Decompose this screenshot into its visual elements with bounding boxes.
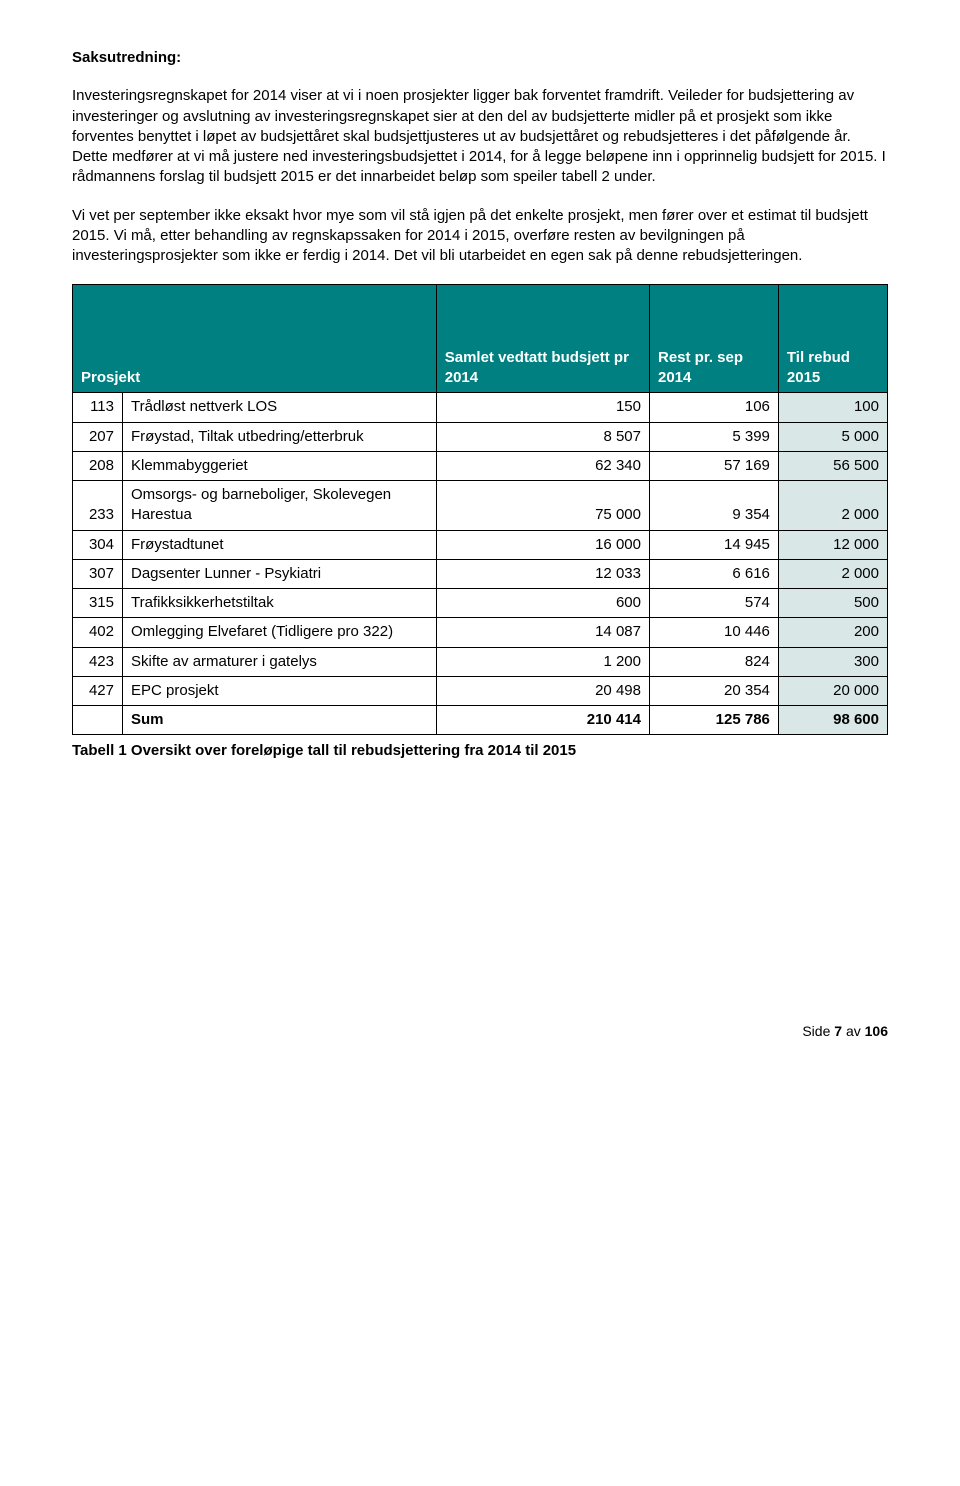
cell-v3: 12 000 (778, 530, 887, 559)
page-footer: Side 7 av 106 (72, 1022, 888, 1041)
paragraph-1: Investeringsregnskapet for 2014 viser at… (72, 86, 888, 187)
cell-id: 423 (73, 647, 123, 676)
footer-page: 7 (834, 1023, 842, 1039)
cell-v1: 8 507 (436, 422, 649, 451)
cell-sum-id (73, 706, 123, 735)
cell-id: 233 (73, 481, 123, 531)
cell-sum-label: Sum (123, 706, 437, 735)
table-row: 427EPC prosjekt20 49820 35420 000 (73, 676, 888, 705)
cell-v2: 574 (649, 589, 778, 618)
cell-name: EPC prosjekt (123, 676, 437, 705)
cell-v2: 6 616 (649, 559, 778, 588)
table-row: 307Dagsenter Lunner - Psykiatri12 0336 6… (73, 559, 888, 588)
cell-v1: 62 340 (436, 451, 649, 480)
cell-v2: 10 446 (649, 618, 778, 647)
cell-v3: 20 000 (778, 676, 887, 705)
cell-v3: 2 000 (778, 481, 887, 531)
cell-v1: 75 000 (436, 481, 649, 531)
cell-v2: 57 169 (649, 451, 778, 480)
table-row: 402Omlegging Elvefaret (Tidligere pro 32… (73, 618, 888, 647)
cell-name: Trafikksikkerhetstiltak (123, 589, 437, 618)
cell-v2: 824 (649, 647, 778, 676)
cell-id: 304 (73, 530, 123, 559)
cell-name: Frøystad, Tiltak utbedring/etterbruk (123, 422, 437, 451)
table-body: 113Trådløst nettverk LOS150106100207Frøy… (73, 393, 888, 735)
cell-sum-v2: 125 786 (649, 706, 778, 735)
cell-v1: 600 (436, 589, 649, 618)
cell-id: 307 (73, 559, 123, 588)
cell-sum-v1: 210 414 (436, 706, 649, 735)
cell-sum-v3: 98 600 (778, 706, 887, 735)
cell-v3: 100 (778, 393, 887, 422)
table-caption: Tabell 1 Oversikt over foreløpige tall t… (72, 741, 888, 761)
cell-v1: 16 000 (436, 530, 649, 559)
table-header-row: Prosjekt Samlet vedtatt budsjett pr 2014… (73, 285, 888, 393)
cell-v1: 1 200 (436, 647, 649, 676)
cell-id: 427 (73, 676, 123, 705)
cell-v3: 2 000 (778, 559, 887, 588)
col-header-rebud: Til rebud 2015 (778, 285, 887, 393)
cell-v1: 12 033 (436, 559, 649, 588)
cell-v2: 20 354 (649, 676, 778, 705)
cell-v1: 14 087 (436, 618, 649, 647)
table-row: 113Trådløst nettverk LOS150106100 (73, 393, 888, 422)
table-sum-row: Sum210 414125 78698 600 (73, 706, 888, 735)
cell-name: Trådløst nettverk LOS (123, 393, 437, 422)
cell-v2: 14 945 (649, 530, 778, 559)
cell-id: 402 (73, 618, 123, 647)
cell-name: Omsorgs- og barneboliger, Skolevegen Har… (123, 481, 437, 531)
cell-id: 208 (73, 451, 123, 480)
cell-v3: 200 (778, 618, 887, 647)
cell-id: 315 (73, 589, 123, 618)
cell-name: Omlegging Elvefaret (Tidligere pro 322) (123, 618, 437, 647)
table-row: 233Omsorgs- og barneboliger, Skolevegen … (73, 481, 888, 531)
cell-v3: 300 (778, 647, 887, 676)
cell-v1: 20 498 (436, 676, 649, 705)
col-header-prosjekt: Prosjekt (73, 285, 437, 393)
footer-of: av (842, 1023, 865, 1039)
budget-table: Prosjekt Samlet vedtatt budsjett pr 2014… (72, 284, 888, 735)
cell-v2: 106 (649, 393, 778, 422)
paragraph-2: Vi vet per september ikke eksakt hvor my… (72, 206, 888, 267)
cell-name: Frøystadtunet (123, 530, 437, 559)
cell-v3: 56 500 (778, 451, 887, 480)
table-row: 208Klemmabyggeriet62 34057 16956 500 (73, 451, 888, 480)
cell-v3: 5 000 (778, 422, 887, 451)
cell-v2: 9 354 (649, 481, 778, 531)
table-row: 315Trafikksikkerhetstiltak600574500 (73, 589, 888, 618)
table-row: 207Frøystad, Tiltak utbedring/etterbruk8… (73, 422, 888, 451)
footer-total: 106 (865, 1023, 888, 1039)
col-header-samlet: Samlet vedtatt budsjett pr 2014 (436, 285, 649, 393)
cell-v3: 500 (778, 589, 887, 618)
cell-name: Skifte av armaturer i gatelys (123, 647, 437, 676)
cell-v2: 5 399 (649, 422, 778, 451)
col-header-rest: Rest pr. sep 2014 (649, 285, 778, 393)
footer-prefix: Side (802, 1023, 834, 1039)
table-row: 423Skifte av armaturer i gatelys1 200824… (73, 647, 888, 676)
cell-id: 113 (73, 393, 123, 422)
table-row: 304Frøystadtunet16 00014 94512 000 (73, 530, 888, 559)
cell-id: 207 (73, 422, 123, 451)
cell-v1: 150 (436, 393, 649, 422)
cell-name: Klemmabyggeriet (123, 451, 437, 480)
cell-name: Dagsenter Lunner - Psykiatri (123, 559, 437, 588)
section-heading: Saksutredning: (72, 48, 888, 68)
